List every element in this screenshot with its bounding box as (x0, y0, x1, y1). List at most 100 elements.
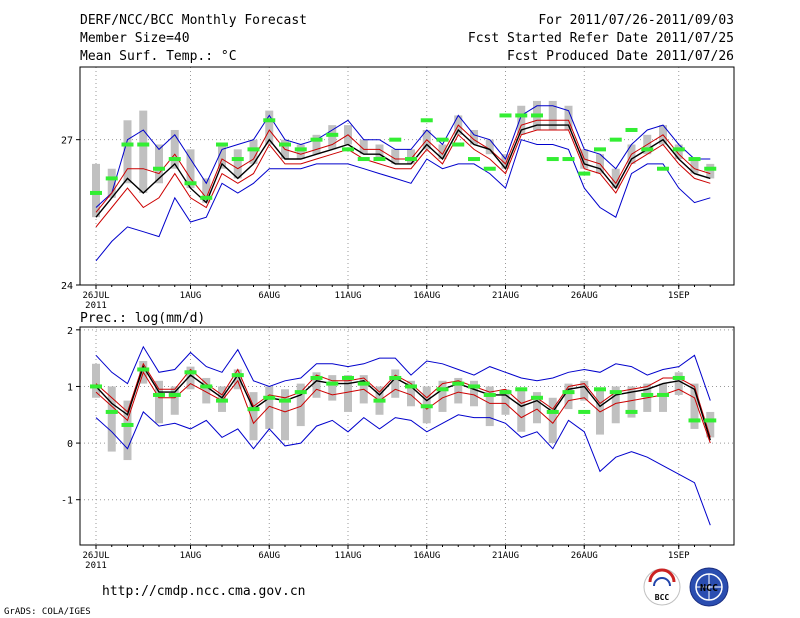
spread-bar (517, 105, 526, 135)
series-line-mean (95, 364, 711, 441)
spread-bar (312, 134, 321, 155)
observed-marker (531, 395, 543, 400)
observed-marker (231, 373, 244, 378)
observed-marker (515, 387, 528, 392)
spread-bar (407, 149, 415, 164)
precip-panel-title: Prec.: log(mm/d) (80, 311, 205, 326)
x-tick-label: 16AUG (413, 291, 440, 301)
temperature-plot-frame (79, 66, 735, 286)
spread-bar (375, 144, 384, 160)
spread-bar (265, 386, 274, 429)
spread-bar (202, 377, 211, 404)
observed-marker (499, 113, 512, 118)
spread-bar (265, 110, 274, 145)
spread-bar (107, 168, 116, 198)
observed-marker (657, 392, 669, 397)
spread-bar (470, 380, 478, 407)
spread-bar (359, 139, 368, 155)
header-member-size: Member Size=40 (80, 31, 190, 46)
spread-bar (674, 372, 683, 395)
observed-marker (468, 384, 480, 389)
y-tick-label: 27 (61, 136, 73, 147)
observed-marker (137, 367, 150, 372)
observed-marker (531, 113, 543, 118)
observed-marker (672, 375, 685, 380)
observed-marker (578, 409, 591, 414)
y-tick-label: 1 (67, 382, 73, 393)
observed-marker (310, 375, 323, 380)
series-line-p_high (95, 119, 711, 213)
spread-bar (155, 144, 163, 184)
spread-bar (706, 163, 715, 179)
bcc-logo: BCC (643, 568, 681, 606)
observed-marker (326, 381, 339, 386)
observed-marker (436, 137, 449, 142)
spread-bar (407, 380, 415, 407)
spread-bar (281, 389, 289, 441)
x-tick-label: 16AUG (413, 551, 440, 561)
series-line-mean (95, 124, 711, 218)
observed-marker (200, 384, 213, 389)
observed-marker (688, 157, 701, 162)
spread-bar (517, 389, 526, 432)
spread-bar (186, 149, 195, 189)
observed-marker (483, 392, 496, 397)
spread-bar (233, 369, 242, 390)
spread-bar (533, 392, 541, 424)
observed-marker (105, 176, 118, 181)
spread-bar (296, 144, 305, 160)
x-tick-label: 1SEP (668, 291, 690, 301)
observed-marker (389, 137, 402, 142)
y-tick-label: 24 (61, 281, 73, 292)
x-tick-label: 6AUG (258, 551, 280, 561)
spread-bar (328, 375, 337, 401)
observed-marker (373, 157, 386, 162)
spread-bar (438, 380, 447, 412)
observed-marker (420, 404, 433, 409)
observed-marker (436, 387, 449, 392)
observed-marker (90, 384, 102, 389)
observed-marker (263, 118, 276, 123)
spread-bar (485, 386, 494, 427)
observed-marker (625, 409, 638, 414)
spread-bar (249, 139, 258, 164)
x-tick-label: 26AUG (571, 551, 598, 561)
series-line-p_low (95, 129, 711, 228)
observed-marker (168, 157, 181, 162)
observed-marker (247, 147, 260, 152)
observed-marker (216, 398, 228, 403)
observed-marker (672, 147, 685, 152)
observed-marker (247, 407, 260, 412)
grads-credit: GrADS: COLA/IGES (4, 607, 91, 617)
spread-bar (501, 389, 510, 415)
x-tick-label: 1AUG (180, 291, 202, 301)
x-tick-label: 11AUG (334, 551, 361, 561)
x-tick-label: 26JUL (82, 551, 109, 561)
spread-bar (659, 383, 667, 412)
observed-marker (452, 381, 465, 386)
series-line-max (95, 345, 711, 401)
observed-marker (594, 147, 606, 152)
header-produced: Fcst Produced Date 2011/07/26 (507, 49, 734, 64)
observed-marker (499, 390, 512, 395)
observed-marker (657, 166, 669, 171)
observed-marker (279, 398, 291, 403)
spread-bar (580, 380, 589, 401)
spread-bar (454, 377, 463, 404)
observed-marker (468, 157, 480, 162)
observed-marker (326, 132, 339, 137)
spread-bar (296, 383, 305, 427)
observed-marker (594, 387, 606, 392)
y-tick-label: 2 (67, 326, 73, 337)
observed-marker (405, 384, 417, 389)
spread-bar (123, 120, 132, 184)
observed-marker (231, 157, 244, 162)
series-line-min (95, 139, 711, 262)
observed-marker (279, 142, 291, 147)
observed-marker (641, 147, 654, 152)
observed-marker (389, 375, 402, 380)
spread-bar (690, 159, 699, 174)
spread-bar (564, 383, 573, 410)
series-line-p_high (95, 362, 711, 438)
